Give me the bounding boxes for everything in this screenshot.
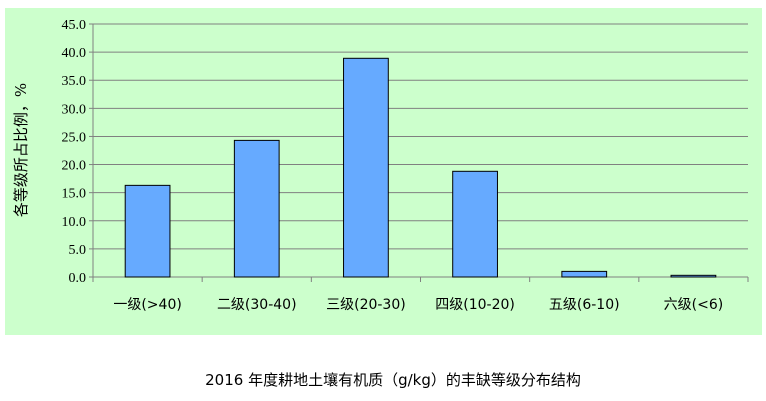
x-tick-label: 二级(30-40) [217, 297, 297, 313]
bar [452, 170, 498, 278]
y-tick-label: 25.0 [62, 130, 87, 145]
bar-chart: 0.0 5.0 10.0 15.0 20.0 25.0 30.0 35.0 40.0 45.0 一级… [12, 18, 749, 313]
x-tick-label: 六级(<6) [664, 297, 724, 313]
x-tick-label: 一级(>40) [113, 297, 181, 313]
y-tick-label: 40.0 [62, 46, 87, 61]
x-tick-label: 三级(20-30) [326, 297, 406, 313]
y-tick-label: 30.0 [62, 102, 87, 117]
x-tick-label: 五级(6-10) [549, 297, 620, 313]
y-tick-label: 35.0 [62, 74, 87, 89]
bar [343, 57, 389, 278]
bar [670, 274, 717, 278]
y-tick-label: 10.0 [62, 215, 87, 230]
y-tick-label: 45.0 [62, 18, 87, 33]
y-tick-label: 0.0 [69, 271, 87, 286]
y-tick-label: 15.0 [62, 187, 87, 202]
bar [561, 270, 608, 278]
y-tick-label: 20.0 [62, 159, 87, 174]
chart-title: 2016 年度耕地土壤有机质（g/kg）的丰缺等级分布结构 [205, 371, 581, 389]
y-axis-label: 各等级所占比例，% [12, 83, 30, 217]
bar [233, 139, 280, 278]
x-tick-label: 四级(10-20) [435, 297, 515, 313]
bar [124, 184, 171, 278]
y-tick-label: 5.0 [69, 243, 87, 258]
